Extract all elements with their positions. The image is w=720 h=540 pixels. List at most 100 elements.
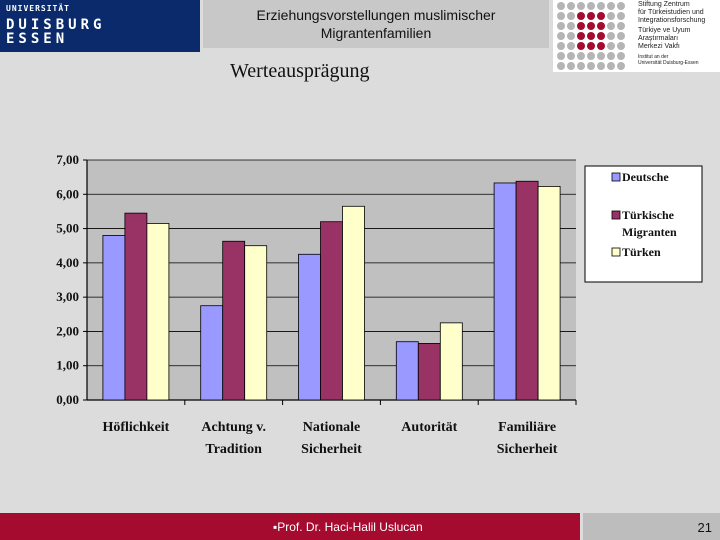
bar <box>200 305 224 401</box>
legend-label: Deutsche <box>622 170 669 184</box>
logo-dot <box>587 2 595 10</box>
logo-dot <box>617 22 625 30</box>
logo-dot <box>587 52 595 60</box>
y-tick-label: 7,00 <box>56 152 79 167</box>
presentation-title-line2: Migrantenfamilien <box>320 25 432 41</box>
logo-dot <box>557 52 565 60</box>
bar <box>102 235 126 401</box>
legend-swatch <box>611 172 621 182</box>
foundation-name-tr: Türkiye ve Uyum Araştırmaları Merkezi Va… <box>638 27 691 51</box>
logo-dot <box>597 32 605 40</box>
logo-dot <box>557 42 565 50</box>
bar <box>146 223 170 401</box>
logo-dot <box>597 52 605 60</box>
footer-author: ▪Prof. Dr. Haci-Halil Uslucan <box>273 520 423 534</box>
slide-title: Werteausprägung <box>230 60 370 82</box>
logo-line: Türkiye ve Uyum <box>638 27 691 34</box>
university-city-essen: ESSEN <box>6 31 69 47</box>
logo-dot <box>577 22 585 30</box>
y-tick-label: 2,00 <box>56 323 79 338</box>
bar <box>537 185 561 401</box>
logo-dot <box>557 62 565 70</box>
logo-dot <box>597 42 605 50</box>
logo-dot <box>567 32 575 40</box>
logo-line: Integrationsforschung <box>638 17 706 24</box>
x-tick-label: Familiäre Sicherheit <box>497 420 558 457</box>
y-tick-label: 4,00 <box>56 255 79 270</box>
legend-label: Türken <box>622 245 661 259</box>
foundation-institute: Institut an der Universität Duisburg-Ess… <box>638 54 699 66</box>
logo-dot <box>607 42 615 50</box>
logo-line: Araştırmaları <box>638 35 679 42</box>
logo-dot <box>587 42 595 50</box>
bar <box>222 240 246 401</box>
logo-dot <box>577 52 585 60</box>
bar <box>493 182 517 401</box>
logo-dot <box>567 52 575 60</box>
bar <box>439 322 463 401</box>
logo-line: für Türkeistudien und <box>638 9 704 16</box>
logo-dot <box>597 2 605 10</box>
logo-dot <box>617 12 625 20</box>
y-tick-label: 3,00 <box>56 289 79 304</box>
university-city-duisburg: DUISBURG <box>6 17 106 33</box>
logo-dot <box>607 62 615 70</box>
foundation-logo: Stiftung Zentrum für Türkeistudien und I… <box>553 0 720 72</box>
logo-dot <box>587 32 595 40</box>
presentation-title: Erziehungsvorstellungen muslimischer Mig… <box>203 0 549 48</box>
logo-line: Merkezi Vakfı <box>638 43 680 50</box>
logo-dot <box>617 2 625 10</box>
y-tick-label: 0,00 <box>56 392 79 407</box>
logo-dot <box>597 22 605 30</box>
logo-line: Stiftung Zentrum <box>638 1 690 8</box>
logo-dot <box>557 2 565 10</box>
logo-dot <box>617 52 625 60</box>
logo-dot <box>597 12 605 20</box>
logo-dot <box>577 12 585 20</box>
logo-dot <box>587 12 595 20</box>
logo-dot <box>577 42 585 50</box>
logo-dot <box>567 12 575 20</box>
logo-dot <box>577 32 585 40</box>
logo-dot <box>587 22 595 30</box>
bar <box>342 205 365 401</box>
x-tick-label: Autorität <box>401 420 457 435</box>
x-tick-label: Höflichkeit <box>102 420 169 435</box>
page-number: 21 <box>697 520 712 535</box>
logo-dot <box>617 62 625 70</box>
logo-dot <box>557 22 565 30</box>
bar <box>320 221 343 401</box>
page-number-box <box>583 513 720 540</box>
logo-dot <box>617 32 625 40</box>
logo-dot <box>567 22 575 30</box>
y-tick-label: 1,00 <box>56 358 79 373</box>
bar <box>395 341 419 401</box>
logo-dot <box>597 62 605 70</box>
legend-swatch <box>611 210 621 220</box>
x-tick-label: Nationale Sicherheit <box>301 420 362 457</box>
logo-dot <box>567 62 575 70</box>
footer-bar <box>0 513 580 540</box>
logo-dot <box>567 2 575 10</box>
dot-grid-icon <box>557 2 625 70</box>
bar <box>124 212 148 401</box>
bar <box>298 253 321 401</box>
logo-dot <box>607 22 615 30</box>
y-tick-label: 5,00 <box>56 221 79 236</box>
legend-label: Türkische Migranten <box>622 208 677 239</box>
foundation-name-de: Stiftung Zentrum für Türkeistudien und I… <box>638 1 705 25</box>
logo-dot <box>587 62 595 70</box>
university-logo: UNIVERSITÄT DUISBURG ESSEN <box>0 0 200 52</box>
bar <box>515 180 539 401</box>
logo-dot <box>577 2 585 10</box>
logo-dot <box>617 42 625 50</box>
logo-dot <box>607 32 615 40</box>
logo-dot <box>607 2 615 10</box>
logo-dot <box>567 42 575 50</box>
legend <box>584 165 703 283</box>
logo-dot <box>607 52 615 60</box>
presentation-title-line1: Erziehungsvorstellungen muslimischer <box>256 7 496 23</box>
bar <box>244 245 268 401</box>
logo-line: Institut an der <box>638 54 669 60</box>
